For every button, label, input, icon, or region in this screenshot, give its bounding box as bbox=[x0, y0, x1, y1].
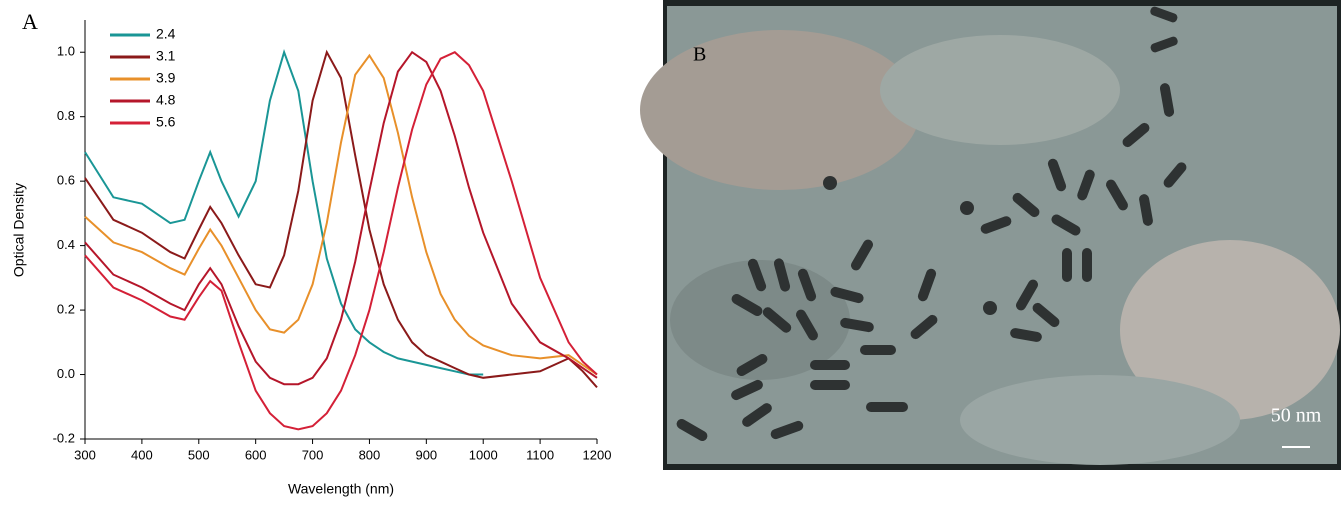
x-axis-label: Wavelength (nm) bbox=[288, 481, 394, 497]
y-axis-label: Optical Density bbox=[11, 183, 27, 277]
data-line bbox=[84, 51, 598, 431]
y-tick-label: -0.2 bbox=[53, 430, 75, 445]
x-tick-label: 300 bbox=[74, 447, 96, 462]
x-tick-label: 400 bbox=[131, 447, 153, 462]
y-tick-label: 0.6 bbox=[57, 173, 75, 188]
legend-label: 3.9 bbox=[156, 70, 176, 86]
panel-label: A bbox=[22, 9, 38, 34]
y-tick-label: 1.0 bbox=[57, 44, 75, 59]
x-tick-label: 600 bbox=[245, 447, 267, 462]
legend-label: 4.8 bbox=[156, 92, 176, 108]
y-tick-label: 0.8 bbox=[57, 108, 75, 123]
panel-label: B bbox=[693, 44, 706, 66]
y-tick-label: 0.2 bbox=[57, 302, 75, 317]
data-line bbox=[84, 50, 598, 386]
y-tick-label: 0.0 bbox=[57, 366, 75, 381]
x-tick-label: 500 bbox=[188, 447, 210, 462]
x-tick-label: 1000 bbox=[469, 447, 498, 462]
scale-bar-label: 50 nm bbox=[1271, 405, 1322, 427]
legend-label: 5.6 bbox=[156, 114, 176, 130]
x-tick-label: 1200 bbox=[583, 447, 612, 462]
data-line bbox=[84, 49, 484, 376]
y-tick-label: 0.4 bbox=[57, 237, 75, 252]
tem-image bbox=[640, 0, 1341, 470]
data-line bbox=[84, 49, 598, 389]
x-tick-label: 800 bbox=[359, 447, 381, 462]
legend-label: 2.4 bbox=[156, 26, 176, 42]
data-line bbox=[84, 53, 598, 376]
x-tick-label: 900 bbox=[415, 447, 437, 462]
x-tick-label: 1100 bbox=[526, 447, 554, 462]
x-tick-label: 700 bbox=[302, 447, 324, 462]
legend-label: 3.1 bbox=[156, 48, 176, 64]
